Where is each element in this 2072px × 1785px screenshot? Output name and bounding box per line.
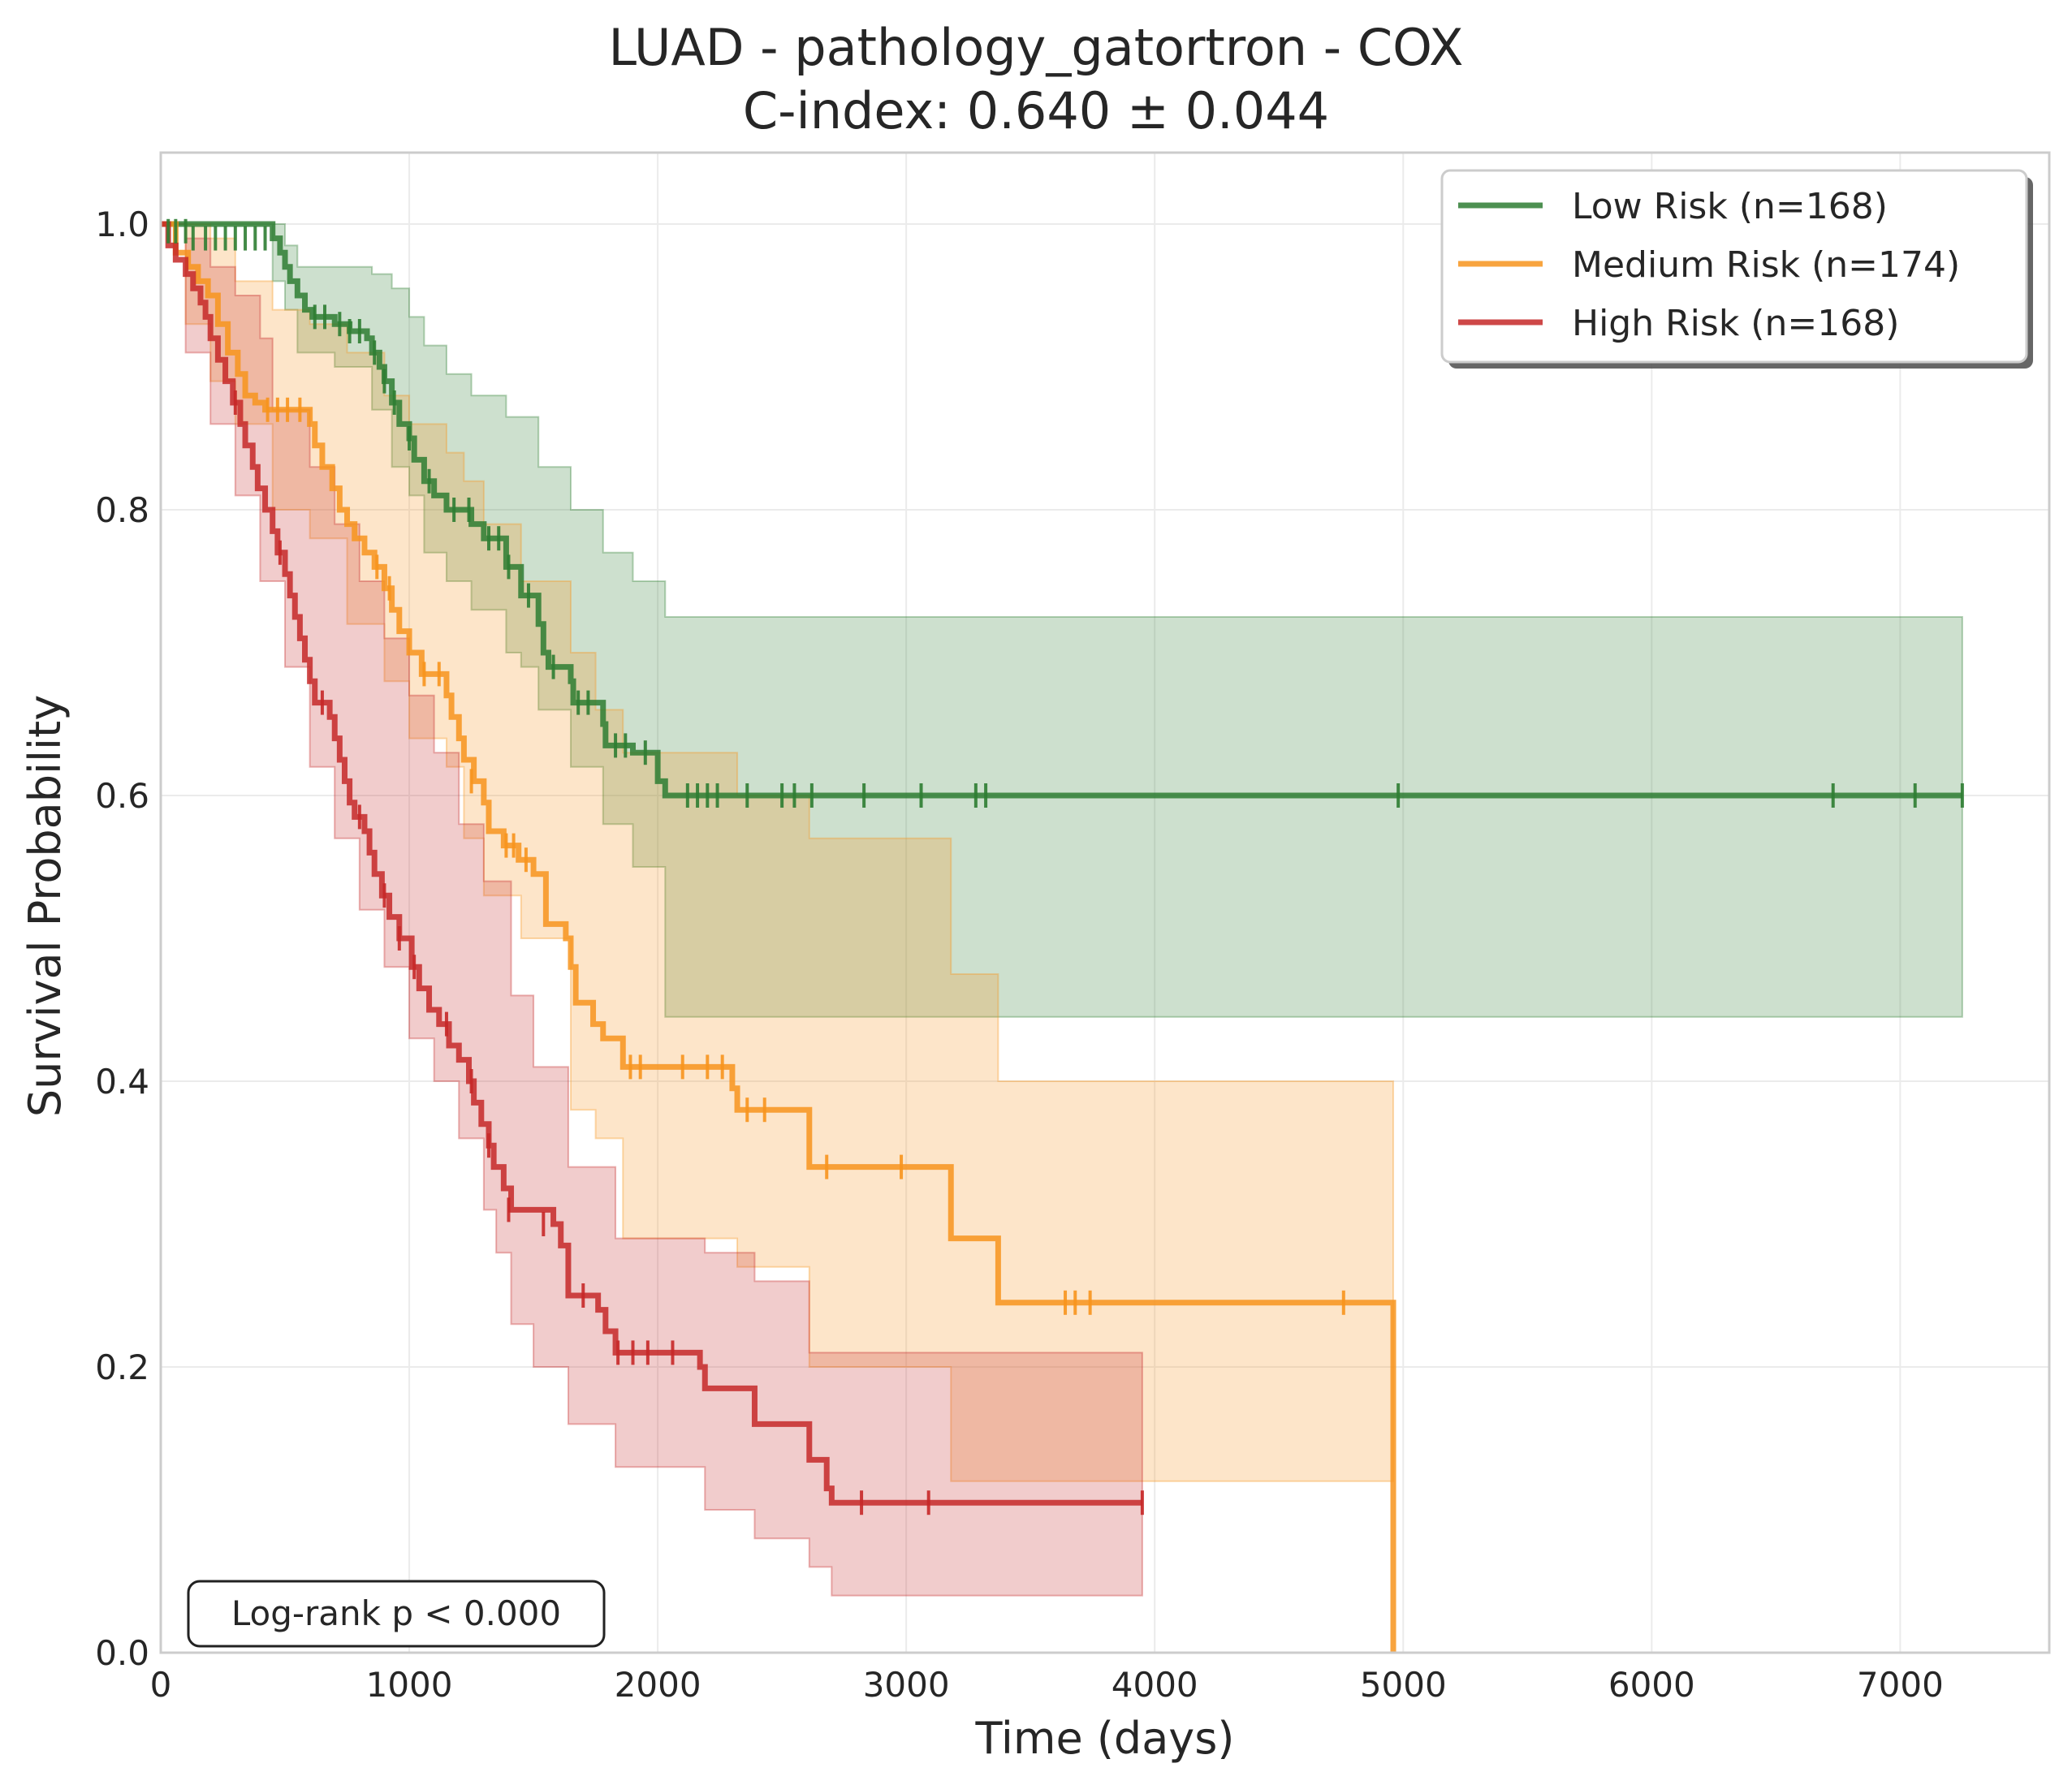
- x-tick-label: 6000: [1608, 1665, 1695, 1705]
- x-axis-label: Time (days): [975, 1713, 1235, 1764]
- legend-entries: Low Risk (n=168) Medium Risk (n=174) High …: [1458, 186, 1960, 344]
- x-tick-label: 1000: [366, 1665, 453, 1705]
- survival-curve: [161, 221, 1962, 799]
- y-tick-labels: 0.0 0.2 0.4 0.6 0.8 1.0: [95, 205, 149, 1673]
- y-tick-label: 0.2: [95, 1347, 149, 1387]
- confidence-bands: [161, 223, 1963, 1597]
- censor-marks: [166, 218, 1964, 1516]
- legend-box: [1440, 169, 2028, 364]
- chart-title: LUAD - pathology_gatortron - COX: [608, 18, 1463, 77]
- x-tick-label: 2000: [615, 1665, 701, 1705]
- legend-label: Low Risk (n=168): [1572, 186, 1888, 227]
- confidence-band: [161, 223, 1395, 1482]
- x-tick-label: 7000: [1857, 1665, 1944, 1705]
- annotation-text: Log-rank p < 0.000: [231, 1593, 561, 1633]
- x-tick-labels: 0 1000 2000 3000 4000 5000 6000 7000: [150, 1665, 1944, 1705]
- survival-curve: [161, 221, 1396, 1653]
- confidence-band: [161, 223, 1963, 1018]
- y-axis-label: Survival Probability: [19, 695, 71, 1117]
- x-tick-label: 5000: [1360, 1665, 1447, 1705]
- y-tick-label: 0.8: [95, 490, 149, 530]
- legend-label: Medium Risk (n=174): [1572, 244, 1960, 286]
- logrank-annotation: Log-rank p < 0.000: [187, 1580, 606, 1648]
- chart-subtitle: C-index: 0.640 ± 0.044: [743, 81, 1329, 140]
- legend: Low Risk (n=168) Medium Risk (n=174) High …: [1440, 169, 2033, 369]
- y-tick-label: 0.4: [95, 1062, 149, 1102]
- x-tick-label: 0: [150, 1665, 172, 1705]
- x-tick-label: 3000: [863, 1665, 950, 1705]
- y-tick-label: 0.6: [95, 776, 149, 816]
- x-tick-label: 4000: [1112, 1665, 1198, 1705]
- plot-frame: [159, 151, 2051, 1654]
- y-tick-label: 0.0: [95, 1633, 149, 1673]
- y-tick-label: 1.0: [95, 205, 149, 244]
- legend-label: High Risk (n=168): [1572, 303, 1899, 344]
- annotation-box: [187, 1580, 606, 1648]
